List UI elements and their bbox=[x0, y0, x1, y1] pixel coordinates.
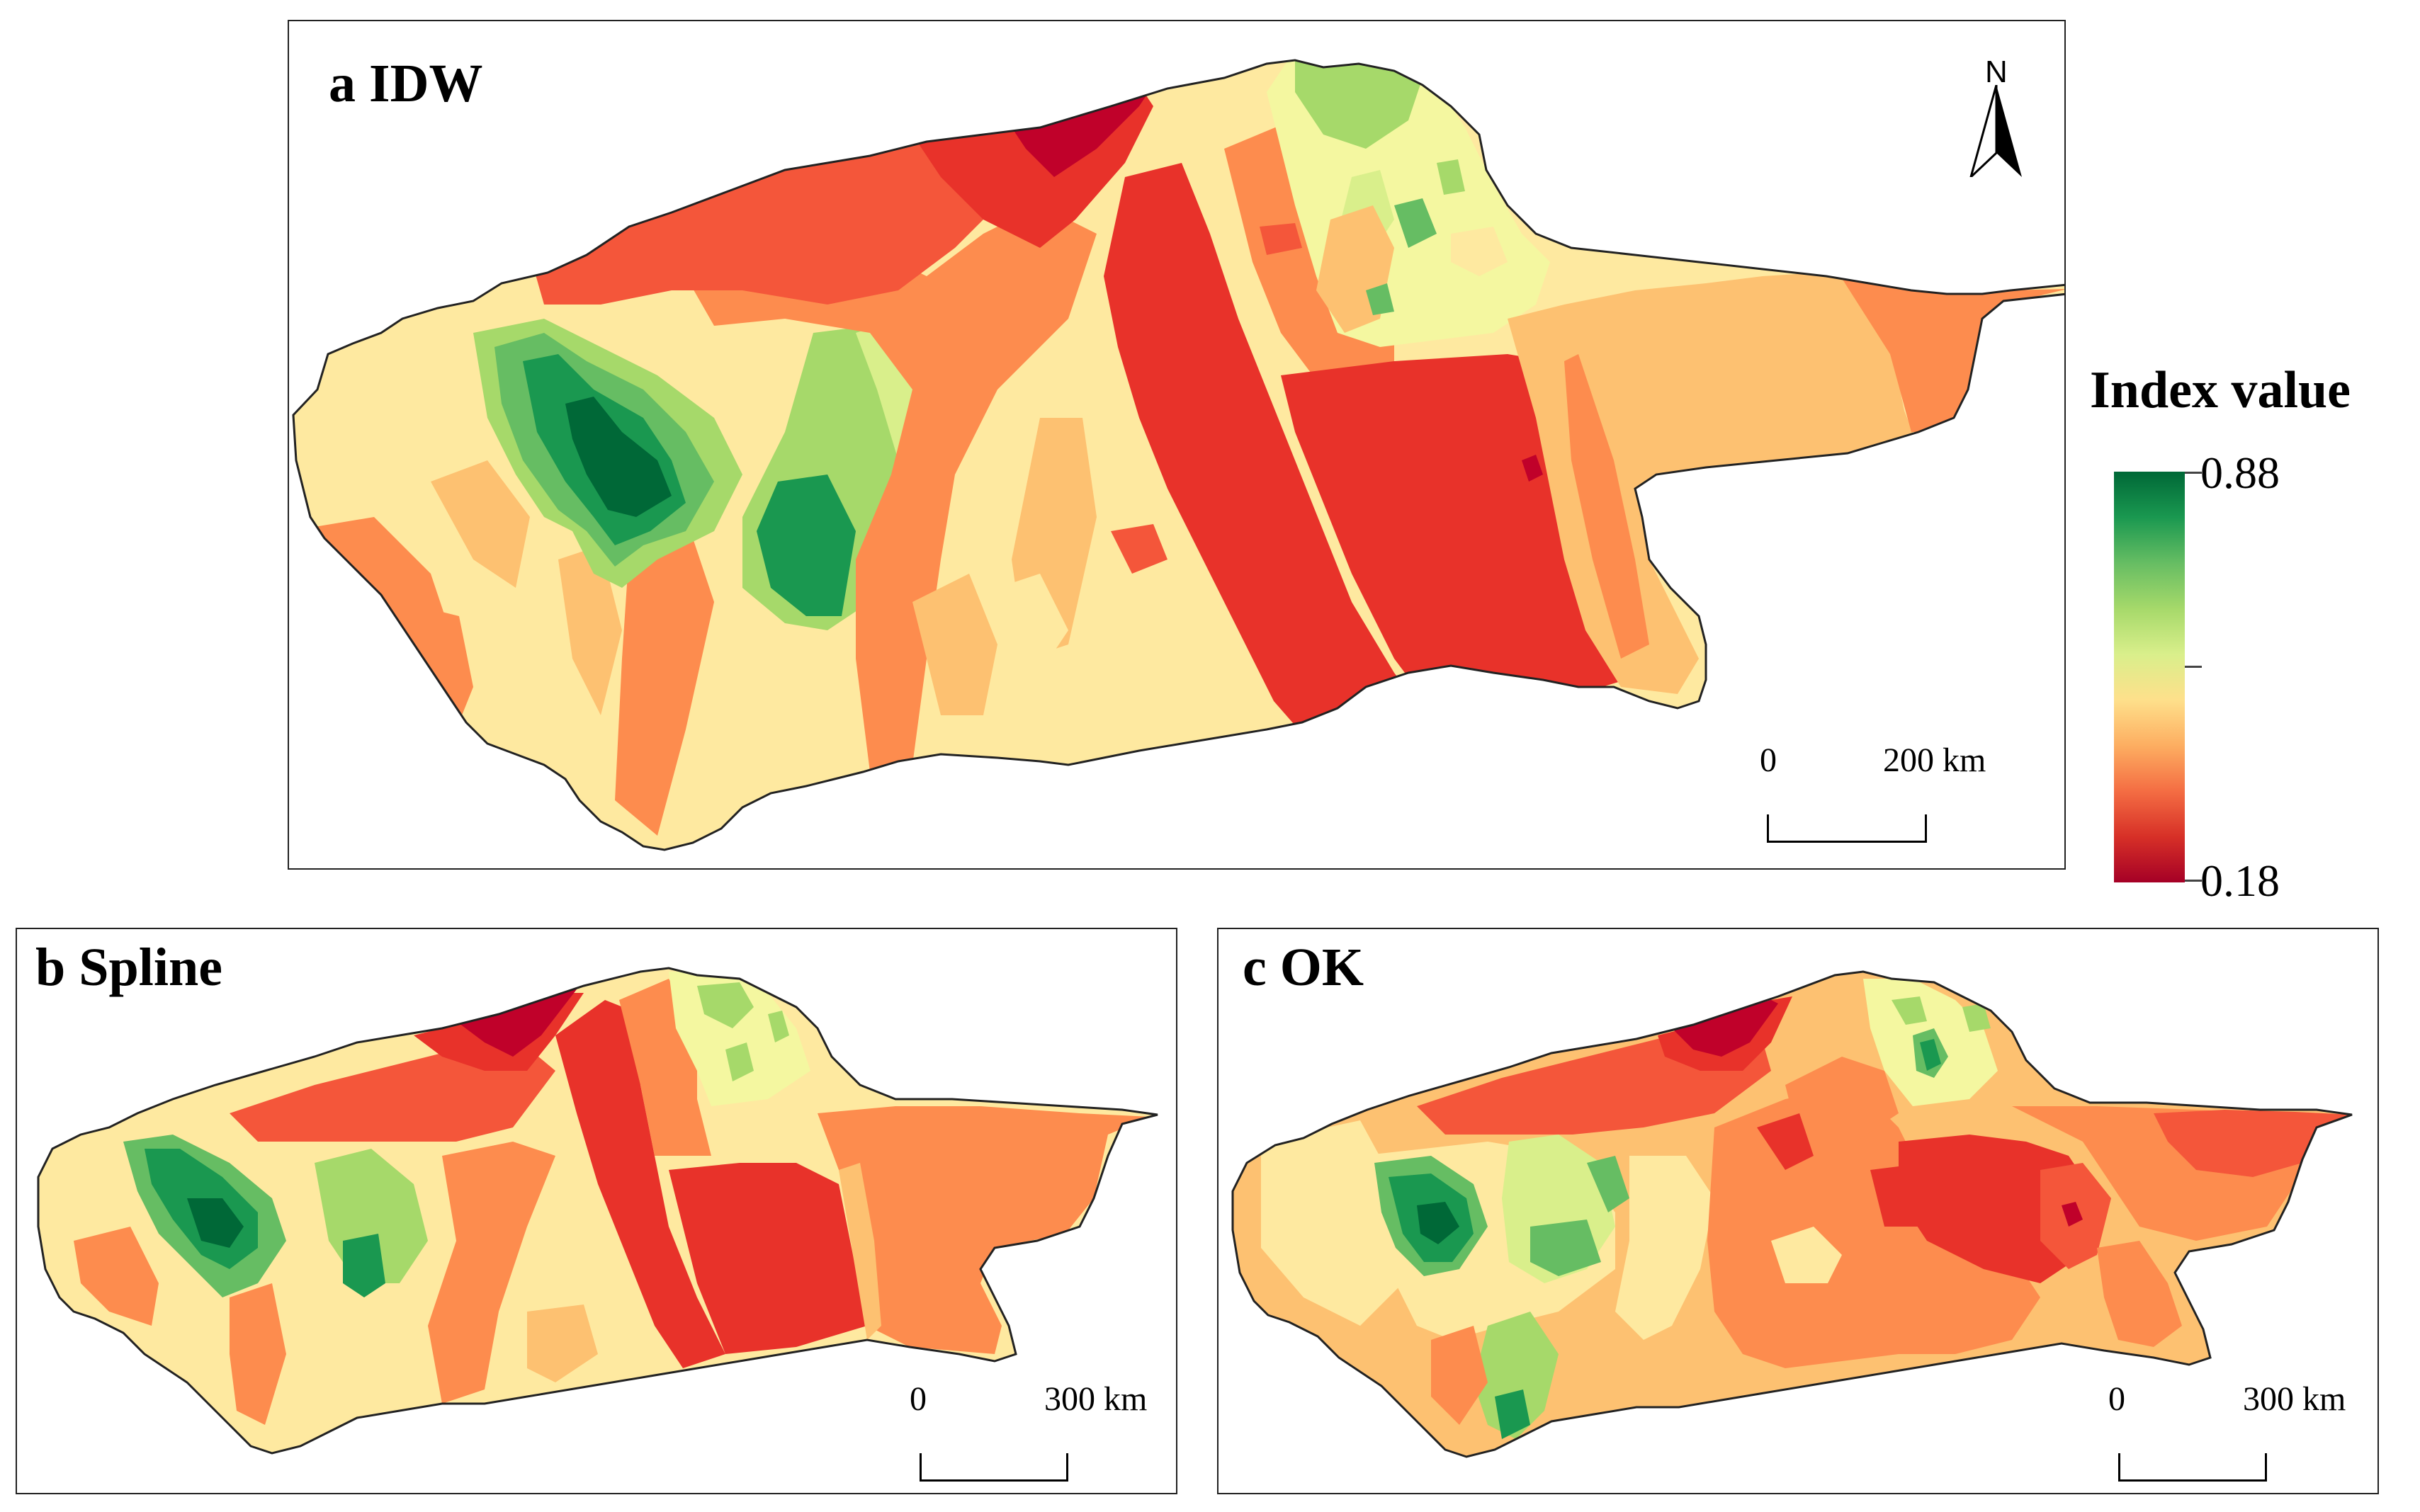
legend-tick-mark-max bbox=[2185, 472, 2202, 474]
panel-title-ok: c OK bbox=[1243, 938, 1364, 997]
panel-title-spline: b Spline bbox=[35, 938, 223, 997]
scale-bar-idw: 0 200 km bbox=[1755, 741, 1986, 850]
legend-max-value: 0.88 bbox=[2200, 448, 2280, 498]
panel-title-idw: a IDW bbox=[329, 54, 483, 113]
legend-color-ramp bbox=[2114, 472, 2185, 882]
map-idw bbox=[292, 59, 2064, 851]
scale-label-zero: 0 bbox=[1760, 741, 1777, 779]
scale-label-distance: 300 km bbox=[2243, 1380, 2346, 1418]
map-panel-idw: a IDW N 0 200 km bbox=[288, 20, 2066, 870]
scale-bar-line bbox=[2118, 1453, 2267, 1482]
scale-label-zero: 0 bbox=[2108, 1380, 2125, 1418]
map-panel-ok: c OK 0 300 km bbox=[1217, 928, 2379, 1494]
scale-bar-line bbox=[1767, 814, 1927, 843]
legend-tick-mark-mid bbox=[2185, 666, 2202, 668]
north-arrow-icon bbox=[1969, 85, 2022, 177]
scale-label-distance: 200 km bbox=[1883, 741, 1986, 779]
legend-min-value: 0.18 bbox=[2200, 856, 2280, 906]
map-spline bbox=[37, 967, 1158, 1455]
scale-label-zero: 0 bbox=[910, 1380, 927, 1418]
legend-tick-mark-min bbox=[2185, 880, 2202, 882]
scale-bar-spline: 0 300 km bbox=[895, 1382, 1150, 1489]
legend-title: Index value bbox=[2090, 361, 2351, 419]
north-label: N bbox=[1985, 55, 2008, 89]
scale-bar-line bbox=[920, 1453, 1068, 1482]
color-legend: Index value 0.88 0.18 bbox=[2090, 354, 2416, 921]
north-arrow: N bbox=[1968, 57, 2025, 177]
map-panel-spline: b Spline 0 300 km bbox=[16, 928, 1177, 1494]
scale-bar-ok: 0 300 km bbox=[2097, 1382, 2352, 1489]
scale-label-distance: 300 km bbox=[1044, 1380, 1148, 1418]
map-ok bbox=[1231, 970, 2353, 1458]
